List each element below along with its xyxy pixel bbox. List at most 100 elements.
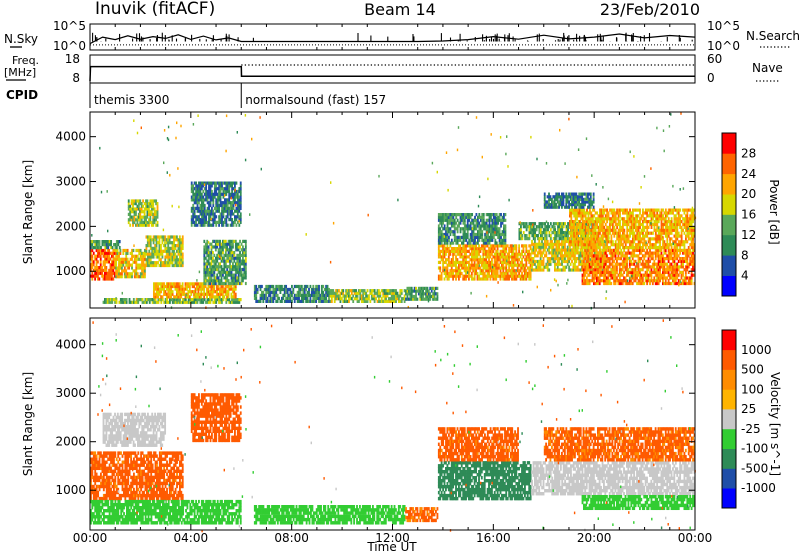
heatmap-cell — [462, 221, 465, 225]
heatmap-cell — [221, 284, 224, 289]
heatmap-cell — [437, 230, 440, 234]
heatmap-cell — [453, 260, 456, 264]
heatmap-cell — [359, 297, 362, 301]
heatmap-cell — [490, 230, 492, 234]
heatmap-cell — [430, 294, 433, 299]
heatmap-cell — [323, 287, 326, 292]
heatmap-cell — [129, 218, 132, 222]
heatmap-cell — [169, 300, 171, 304]
heatmap-cell — [528, 271, 531, 276]
heatmap-cell — [637, 262, 640, 266]
heatmap-cell — [468, 244, 470, 248]
heatmap-cell — [176, 292, 178, 296]
heatmap-cell — [500, 235, 502, 239]
heatmap-cell — [133, 257, 136, 261]
heatmap-cell — [236, 192, 239, 196]
heatmap-cell — [224, 187, 226, 191]
heatmap-cell — [216, 195, 219, 199]
heatmap-cell — [522, 263, 525, 267]
heatmap-cell — [91, 246, 94, 250]
heatmap-cell — [253, 290, 256, 294]
heatmap-cell — [442, 215, 445, 219]
heatmap-cell — [598, 281, 601, 286]
heatmap-cell — [459, 215, 462, 219]
heatmap-cell — [503, 235, 505, 239]
heatmap-cell — [499, 277, 502, 281]
heatmap-cell — [358, 291, 360, 295]
heatmap-cell — [452, 232, 455, 237]
heatmap-cell — [501, 260, 503, 264]
heatmap-cell — [220, 245, 223, 249]
heatmap-cell — [486, 249, 489, 253]
heatmap-cell — [238, 195, 241, 199]
heatmap-cell — [178, 287, 181, 291]
heatmap-cell — [363, 297, 366, 301]
heatmap-cell — [498, 258, 500, 262]
heatmap-cell — [333, 299, 336, 303]
heatmap-cell — [445, 247, 447, 251]
heatmap-cell — [474, 215, 476, 219]
heatmap-cell — [213, 218, 216, 222]
heatmap-cell — [226, 295, 229, 299]
nsky-tick-top: 10^5 — [53, 19, 86, 33]
heatmap-cell — [190, 218, 193, 222]
heatmap-cell — [146, 204, 149, 208]
heatmap-cell — [499, 266, 502, 270]
heatmap-cell — [528, 260, 531, 264]
heatmap-cell — [644, 254, 647, 258]
heatmap-cell — [476, 277, 479, 281]
heatmap-cell — [233, 251, 236, 255]
heatmap-cell — [128, 300, 131, 304]
heatmap-cell — [503, 252, 506, 256]
heatmap-cell — [478, 215, 481, 219]
heatmap-cell — [521, 266, 523, 270]
heatmap-cell — [534, 222, 537, 226]
heatmap-cell — [446, 271, 449, 276]
heatmap-cell — [597, 259, 600, 263]
heatmap-cell — [222, 181, 225, 185]
heatmap-cell — [515, 244, 518, 248]
heatmap-cell — [496, 255, 499, 259]
heatmap-cell — [465, 224, 468, 228]
heatmap-cell — [165, 295, 168, 299]
heatmap-cell — [427, 294, 430, 299]
heatmap-cell — [429, 286, 432, 290]
heatmap-cell — [139, 218, 142, 222]
heatmap-cell — [231, 192, 234, 196]
heatmap-cell — [253, 287, 256, 292]
heatmap-cell — [109, 271, 112, 275]
heatmap-cell — [491, 235, 494, 239]
heatmap-cell — [238, 300, 241, 304]
heatmap-cell — [164, 263, 167, 268]
heatmap-cell — [224, 189, 226, 194]
heatmap-cell — [452, 247, 455, 251]
heatmap-cell — [112, 298, 115, 302]
heatmap-cell — [465, 215, 468, 219]
heatmap-cell — [223, 256, 226, 260]
heatmap-cell — [148, 258, 151, 262]
heatmap-cell — [222, 251, 224, 255]
heatmap-cell — [332, 294, 335, 298]
heatmap-cell — [105, 246, 108, 250]
heatmap-cell — [511, 258, 513, 262]
heatmap-cell — [174, 282, 177, 286]
heatmap-cell — [102, 248, 105, 253]
heatmap-cell — [468, 227, 471, 231]
heatmap-cell — [192, 300, 194, 304]
heatmap-cell — [473, 263, 476, 267]
heatmap-cell — [99, 266, 102, 270]
heatmap-cell — [137, 204, 140, 208]
heatmap-cell — [114, 300, 117, 304]
heatmap-cell — [135, 260, 138, 264]
heatmap-cell — [302, 293, 305, 297]
heatmap-cell — [222, 259, 224, 263]
heatmap-cell — [173, 241, 175, 245]
heatmap-cell — [491, 218, 494, 222]
heatmap-cell — [544, 254, 546, 258]
heatmap-cell — [223, 267, 226, 272]
heatmap-cell — [385, 294, 387, 298]
heatmap-cell — [149, 220, 152, 225]
heatmap-cell — [202, 189, 205, 194]
heatmap-cell — [137, 199, 140, 203]
heatmap-cell — [104, 268, 106, 272]
